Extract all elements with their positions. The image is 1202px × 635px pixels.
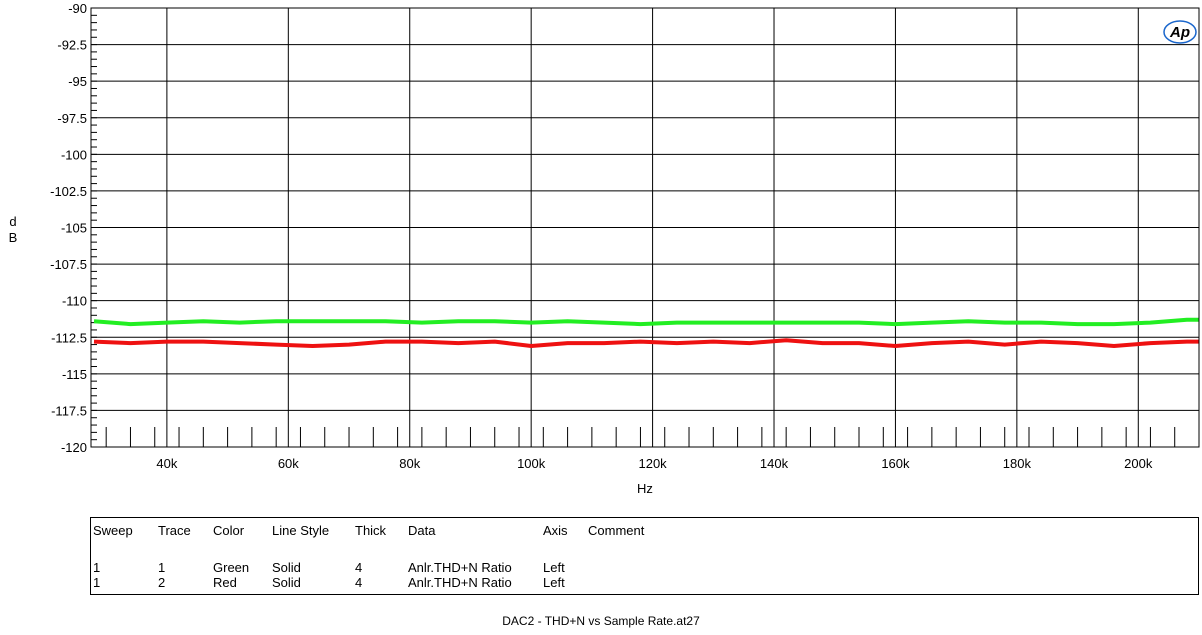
legend-header-comment: Comment <box>588 523 645 538</box>
legend-row-2-sweep: 1 <box>93 575 101 590</box>
legend-row-1-data: Anlr.THD+N Ratio <box>408 560 512 575</box>
plot-frame <box>90 7 1200 448</box>
ap-logo: Ap <box>1163 20 1197 44</box>
y-tick-label: -112.5 <box>51 330 87 345</box>
y-tick-label: -107.5 <box>50 257 87 272</box>
svg-text:Ap: Ap <box>1169 24 1190 41</box>
y-tick-label: -97.5 <box>57 111 87 126</box>
y-tick-label: -95 <box>68 74 87 89</box>
y-axis-ticks: -90 -92.5 -95 -97.5 -100 -102.5 -105 -107.5 -110… <box>50 1 87 455</box>
legend-header-thick: Thick <box>355 523 387 538</box>
legend-header-trace: Trace <box>158 523 191 538</box>
legend-header-color: Color <box>213 523 245 538</box>
y-axis-label-d: d <box>9 214 16 229</box>
y-tick-label: -90 <box>68 1 87 16</box>
chart: -90 -92.5 -95 -97.5 -100 -102.5 -105 -107.5 -110… <box>9 1 1200 496</box>
traces <box>93 317 1199 348</box>
y-tick-label: -105 <box>61 221 87 236</box>
legend-row-1-thick: 4 <box>355 560 363 575</box>
legend-row-2-thick: 4 <box>355 575 363 590</box>
x-tick-label: 180k <box>1003 456 1032 471</box>
footer-filename: DAC2 - THD+N vs Sample Rate.at27 <box>502 614 700 628</box>
trace-2-line <box>93 338 1199 348</box>
x-axis-label: Hz <box>637 481 653 496</box>
x-tick-label: 200k <box>1124 456 1153 471</box>
legend-row-2-trace: 2 <box>158 575 166 590</box>
legend-row-2-color: Red <box>213 575 237 590</box>
legend-header-sweep: Sweep <box>93 523 133 538</box>
legend-row-1-sweep: 1 <box>93 560 101 575</box>
y-axis-label-b: B <box>9 230 18 245</box>
x-tick-label: 80k <box>399 456 420 471</box>
legend-header-line-style: Line Style <box>272 523 330 538</box>
legend-row-1-line-style: Solid <box>272 560 301 575</box>
legend-table: Sweep Trace Color Line Style Thick Data … <box>90 517 1199 595</box>
y-tick-label: -115 <box>62 367 87 382</box>
legend-row-1-color: Green <box>213 560 250 575</box>
legend-header-data: Data <box>408 523 436 538</box>
grid <box>91 7 1199 448</box>
y-tick-label: -120 <box>61 440 87 455</box>
x-tick-label: 40k <box>156 456 177 471</box>
trace-1-line <box>93 317 1199 327</box>
x-tick-label: 140k <box>760 456 789 471</box>
x-tick-label: 100k <box>517 456 546 471</box>
legend-header-axis: Axis <box>543 523 568 538</box>
x-tick-label: 60k <box>278 456 299 471</box>
legend-row-1-trace: 1 <box>158 560 166 575</box>
x-tick-label: 120k <box>638 456 667 471</box>
y-tick-label: -117.5 <box>51 403 87 418</box>
y-tick-label: -110 <box>62 294 87 309</box>
legend-row-2-axis: Left <box>543 575 565 590</box>
y-tick-label: -102.5 <box>50 184 87 199</box>
y-tick-label: -92.5 <box>57 38 87 53</box>
x-tick-label: 160k <box>881 456 910 471</box>
x-axis-ticks: 40k 60k 80k 100k 120k 140k 160k 180k 200k <box>156 456 1152 471</box>
legend-row-2-line-style: Solid <box>272 575 301 590</box>
y-tick-label: -100 <box>61 147 87 162</box>
legend-row-2-data: Anlr.THD+N Ratio <box>408 575 512 590</box>
legend-row-1-axis: Left <box>543 560 565 575</box>
